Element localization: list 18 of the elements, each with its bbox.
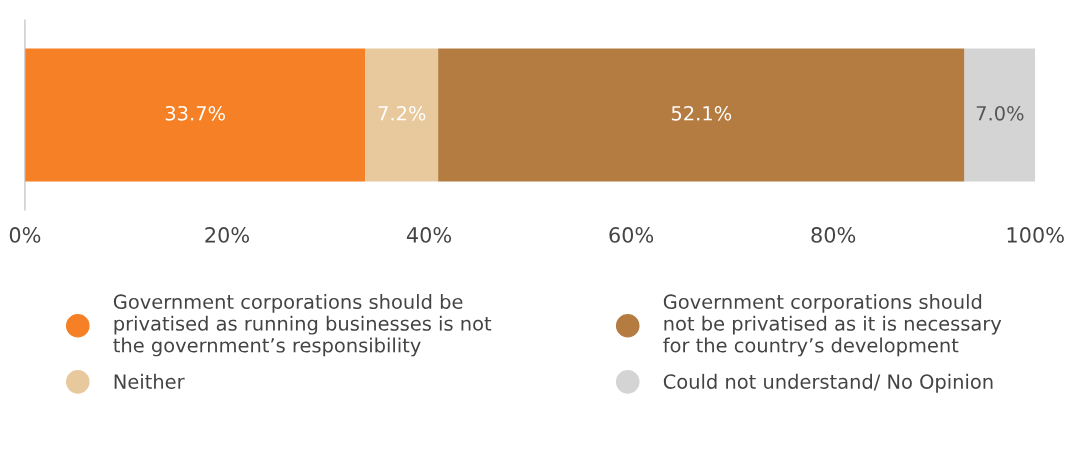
data-label: 52.1% bbox=[671, 105, 732, 121]
data-label: 7.2% bbox=[378, 105, 426, 121]
x-tick-label: 100% bbox=[1007, 227, 1064, 243]
bar bbox=[24, 48, 366, 182]
legend-label: Government corporations should be privatised as running businesses is not the government’s responsibility bbox=[113, 294, 492, 357]
data-label: 7.0% bbox=[976, 105, 1024, 121]
x-tick-label: 40% bbox=[406, 227, 452, 243]
bar bbox=[964, 48, 1036, 182]
legend-label: Could not understand/ No Opinion bbox=[663, 373, 993, 393]
legend-label: Neither bbox=[114, 373, 185, 389]
x-tick-label: 0% bbox=[9, 227, 41, 243]
data-label: 33.7% bbox=[165, 105, 225, 121]
bar bbox=[438, 48, 965, 182]
x-tick-label: 60% bbox=[609, 227, 654, 243]
x-tick-label: 20% bbox=[205, 227, 249, 243]
legend-label: Government corporations should not be privatised as it is necessary for the country’s development bbox=[663, 294, 1002, 357]
bar bbox=[365, 48, 439, 182]
x-tick-label: 80% bbox=[811, 227, 856, 243]
